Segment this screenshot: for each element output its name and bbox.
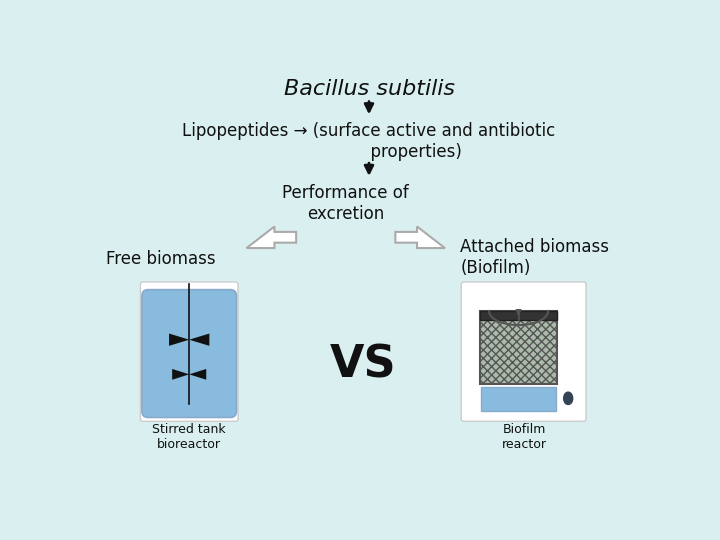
Polygon shape: [189, 334, 210, 346]
Text: Free biomass: Free biomass: [106, 249, 215, 268]
Polygon shape: [246, 226, 296, 248]
FancyBboxPatch shape: [142, 289, 236, 417]
Polygon shape: [169, 334, 189, 346]
Text: Attached biomass
(Biofilm): Attached biomass (Biofilm): [461, 238, 609, 277]
Text: Stirred tank
bioreactor: Stirred tank bioreactor: [153, 423, 226, 451]
Text: VS: VS: [330, 343, 396, 387]
Polygon shape: [189, 369, 206, 380]
Text: Bacillus subtilis: Bacillus subtilis: [284, 79, 454, 99]
Bar: [482, 387, 556, 410]
FancyBboxPatch shape: [462, 282, 586, 421]
Polygon shape: [564, 392, 572, 404]
Bar: [480, 311, 557, 384]
Bar: [480, 311, 557, 320]
FancyBboxPatch shape: [140, 282, 238, 421]
Polygon shape: [395, 226, 445, 248]
Text: Biofilm
reactor: Biofilm reactor: [502, 423, 546, 451]
Polygon shape: [172, 369, 189, 380]
Text: Lipopeptides → (surface active and antibiotic
                  properties): Lipopeptides → (surface active and antib…: [182, 122, 556, 160]
Text: Performance of
excretion: Performance of excretion: [282, 184, 409, 223]
